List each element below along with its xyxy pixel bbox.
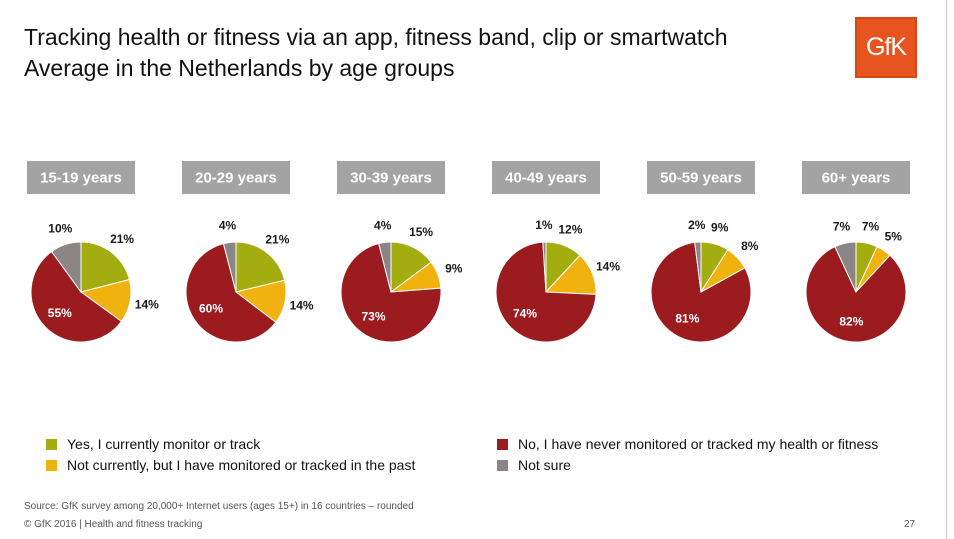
age-group-chip-40-49-years [492,161,600,194]
legend-item-never: No, I have never monitored or tracked my… [497,436,878,452]
pie-slice-50-59-years-not_sure [694,241,702,293]
source-note: Source: GfK survey among 20,000+ Interne… [24,501,414,512]
pie-label-15-19-years-not_sure: 10% [48,221,72,235]
age-group-label-20-29-years: 20-29 years [195,170,277,187]
slide-title: Tracking health or fitness via an app, f… [24,22,728,84]
pie-label-60-years-past: 5% [885,229,903,243]
legend-label-never: No, I have never monitored or tracked my… [518,436,879,452]
pie-label-15-19-years-never: 55% [48,306,72,320]
legend-label-past: Not currently, but I have monitored or t… [67,457,416,473]
pie-slice-40-49-years-never [495,241,597,343]
pie-label-15-19-years-yes: 21% [110,232,134,246]
age-group-chip-30-39-years [337,161,445,194]
pie-label-40-49-years-yes: 12% [558,223,582,237]
title-line-2: Average in the Netherlands by age groups [24,55,455,81]
pie-label-50-59-years-past: 8% [741,239,759,253]
age-group-chip-60-years [802,161,910,194]
pie-label-50-59-years-yes: 9% [711,221,729,235]
legend-swatch-never [497,438,508,450]
title-line-1: Tracking health or fitness via an app, f… [24,24,728,50]
pie-label-60-years-not_sure: 7% [833,220,851,234]
legend-label-yes: Yes, I currently monitor or track [67,436,261,452]
pie-label-40-49-years-past: 14% [596,260,620,274]
pie-slice-20-29-years-not_sure [222,241,237,293]
pie-label-30-39-years-yes: 15% [409,225,433,239]
legend-swatch-yes [46,438,57,450]
pie-slice-30-39-years-not_sure [378,241,392,293]
pie-slice-30-39-years-never [340,242,442,343]
slide-border [946,0,947,539]
legend-item-past: Not currently, but I have monitored or t… [46,457,415,473]
age-group-label-30-39-years: 30-39 years [350,170,432,187]
pie-slice-40-49-years-not_sure [542,241,547,293]
gfk-logo: GfK [855,17,917,78]
pie-slice-15-19-years-yes [80,241,131,293]
pie-slice-60-years-never [805,246,907,343]
pie-slice-20-29-years-never [185,242,277,343]
pie-label-30-39-years-past: 9% [445,262,463,276]
pie-slice-50-59-years-never [650,241,752,343]
pie-slice-15-19-years-never [30,250,123,343]
page-number: 27 [904,519,916,530]
pie-label-20-29-years-yes: 21% [265,232,289,246]
legend-item-yes: Yes, I currently monitor or track [46,436,260,452]
pie-label-20-29-years-past: 14% [290,299,314,313]
age-group-label-50-59-years: 50-59 years [660,170,742,187]
age-group-label-60-years: 60+ years [822,170,891,187]
pie-slice-60-years-not_sure [834,241,857,293]
pie-label-40-49-years-never: 74% [513,306,537,320]
pie-slice-20-29-years-yes [235,241,286,293]
pie-slice-15-19-years-not_sure [50,241,82,294]
pie-label-60-years-never: 82% [839,315,863,329]
age-group-chip-15-19-years [27,161,135,194]
pie-label-60-years-yes: 7% [862,220,880,234]
footer-copyright: © GfK 2016 | Health and fitness tracking [24,519,203,530]
pie-label-50-59-years-never: 81% [675,312,699,326]
age-group-label-40-49-years: 40-49 years [505,170,587,187]
pie-label-40-49-years-not_sure: 1% [535,218,553,232]
legend-swatch-past [46,459,57,471]
pie-label-15-19-years-past: 14% [135,298,159,312]
legend-swatch-not-sure [497,459,508,471]
age-group-chip-20-29-years [182,161,290,194]
pie-label-20-29-years-not_sure: 4% [219,219,237,233]
legend-label-not-sure: Not sure [518,457,571,473]
legend-item-not-sure: Not sure [497,457,571,473]
pie-label-50-59-years-not_sure: 2% [688,218,706,232]
age-group-chip-50-59-years [647,161,755,194]
pie-label-30-39-years-not_sure: 4% [374,219,392,233]
pie-label-30-39-years-never: 73% [361,309,385,323]
age-group-label-15-19-years: 15-19 years [40,170,122,187]
pie-label-20-29-years-never: 60% [199,302,223,316]
